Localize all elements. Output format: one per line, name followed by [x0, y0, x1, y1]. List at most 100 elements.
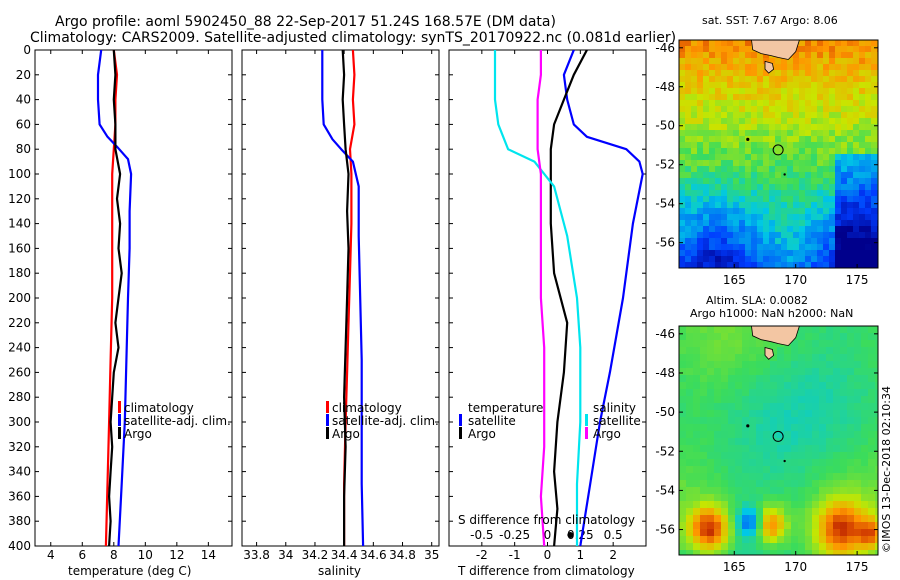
- map-cell: [823, 154, 830, 161]
- map-cell: [757, 130, 764, 137]
- map-cell: [829, 112, 836, 119]
- map-cell: [841, 208, 848, 215]
- map-cell: [770, 550, 778, 555]
- map-cell: [751, 202, 758, 209]
- map-cell: [697, 124, 704, 131]
- map-cell: [875, 473, 878, 481]
- map-cell: [679, 459, 687, 467]
- legend-title-salinity: salinity: [593, 401, 636, 415]
- map-cell: [817, 190, 824, 197]
- map-cell: [859, 64, 866, 71]
- map-cell: [777, 375, 785, 383]
- map-cell: [715, 88, 722, 95]
- map-cell: [763, 58, 770, 65]
- map-cell: [847, 76, 854, 83]
- map-cell: [826, 438, 834, 446]
- map-cell: [679, 389, 687, 397]
- map-cell: [679, 403, 687, 411]
- map-cell: [757, 160, 764, 167]
- map-cell: [679, 452, 687, 460]
- map-cell: [703, 256, 710, 263]
- map-cell: [817, 250, 824, 257]
- map-cell: [721, 160, 728, 167]
- map-cell: [707, 410, 715, 418]
- map-cell: [714, 550, 722, 555]
- map-cell: [811, 136, 818, 143]
- map-cell: [691, 196, 698, 203]
- map-cell: [819, 431, 827, 439]
- map-cell: [715, 172, 722, 179]
- map-cell: [721, 326, 729, 334]
- map-cell: [840, 403, 848, 411]
- map-cell: [749, 424, 757, 432]
- map-cell: [805, 529, 813, 537]
- map-cell: [793, 214, 800, 221]
- map-cell: [733, 208, 740, 215]
- map-cell: [865, 214, 872, 221]
- map-cell: [707, 445, 715, 453]
- map-cell: [817, 94, 824, 101]
- map-cell: [749, 375, 757, 383]
- map-cell: [811, 82, 818, 89]
- map-cell: [700, 389, 708, 397]
- map-cell: [728, 417, 736, 425]
- map-cell: [791, 536, 799, 544]
- map-cell: [847, 417, 855, 425]
- map-cell: [697, 40, 704, 47]
- map-cell: [714, 347, 722, 355]
- map-cell: [775, 154, 782, 161]
- map-cell: [775, 208, 782, 215]
- map-cell: [721, 100, 728, 107]
- map-cell: [819, 326, 827, 334]
- map-cell: [787, 70, 794, 77]
- map-cell: [728, 543, 736, 551]
- map-cell: [859, 52, 866, 59]
- map-cell: [784, 389, 792, 397]
- map-cell: [817, 160, 824, 167]
- map-cell: [751, 142, 758, 149]
- map-cell: [749, 494, 757, 502]
- map-cell: [693, 396, 701, 404]
- map-cell: [697, 64, 704, 71]
- map-cell: [833, 403, 841, 411]
- map-cell: [791, 431, 799, 439]
- map-cell: [745, 178, 752, 185]
- map-cell: [770, 410, 778, 418]
- map-cell: [721, 208, 728, 215]
- map-cell: [805, 64, 812, 71]
- map-y-tick-label: -52: [655, 444, 675, 458]
- map-cell: [868, 333, 876, 341]
- map-cell: [793, 226, 800, 233]
- map-cell: [853, 244, 860, 251]
- map-cell: [763, 396, 771, 404]
- map-cell: [679, 354, 687, 362]
- map-cell: [835, 172, 842, 179]
- map-cell: [847, 473, 855, 481]
- map-cell: [703, 154, 710, 161]
- map-cell: [829, 178, 836, 185]
- map-cell: [714, 480, 722, 488]
- map-cell: [847, 208, 854, 215]
- map-cell: [791, 424, 799, 432]
- map-cell: [835, 118, 842, 125]
- map-cell: [686, 550, 694, 555]
- map-cell: [703, 76, 710, 83]
- map-cell: [733, 70, 740, 77]
- map-cell: [865, 142, 872, 149]
- map-cell: [769, 100, 776, 107]
- map-cell: [703, 220, 710, 227]
- map-cell: [811, 130, 818, 137]
- map-cell: [709, 208, 716, 215]
- map-cell: [875, 508, 878, 516]
- map-cell: [847, 487, 855, 495]
- map-cell: [745, 214, 752, 221]
- map-cell: [871, 112, 878, 119]
- map-cell: [770, 389, 778, 397]
- map-cell: [841, 136, 848, 143]
- map-cell: [707, 382, 715, 390]
- map-cell: [787, 178, 794, 185]
- map-cell: [715, 46, 722, 53]
- map-cell: [763, 106, 770, 113]
- map-cell: [805, 445, 813, 453]
- map-cell: [798, 522, 806, 530]
